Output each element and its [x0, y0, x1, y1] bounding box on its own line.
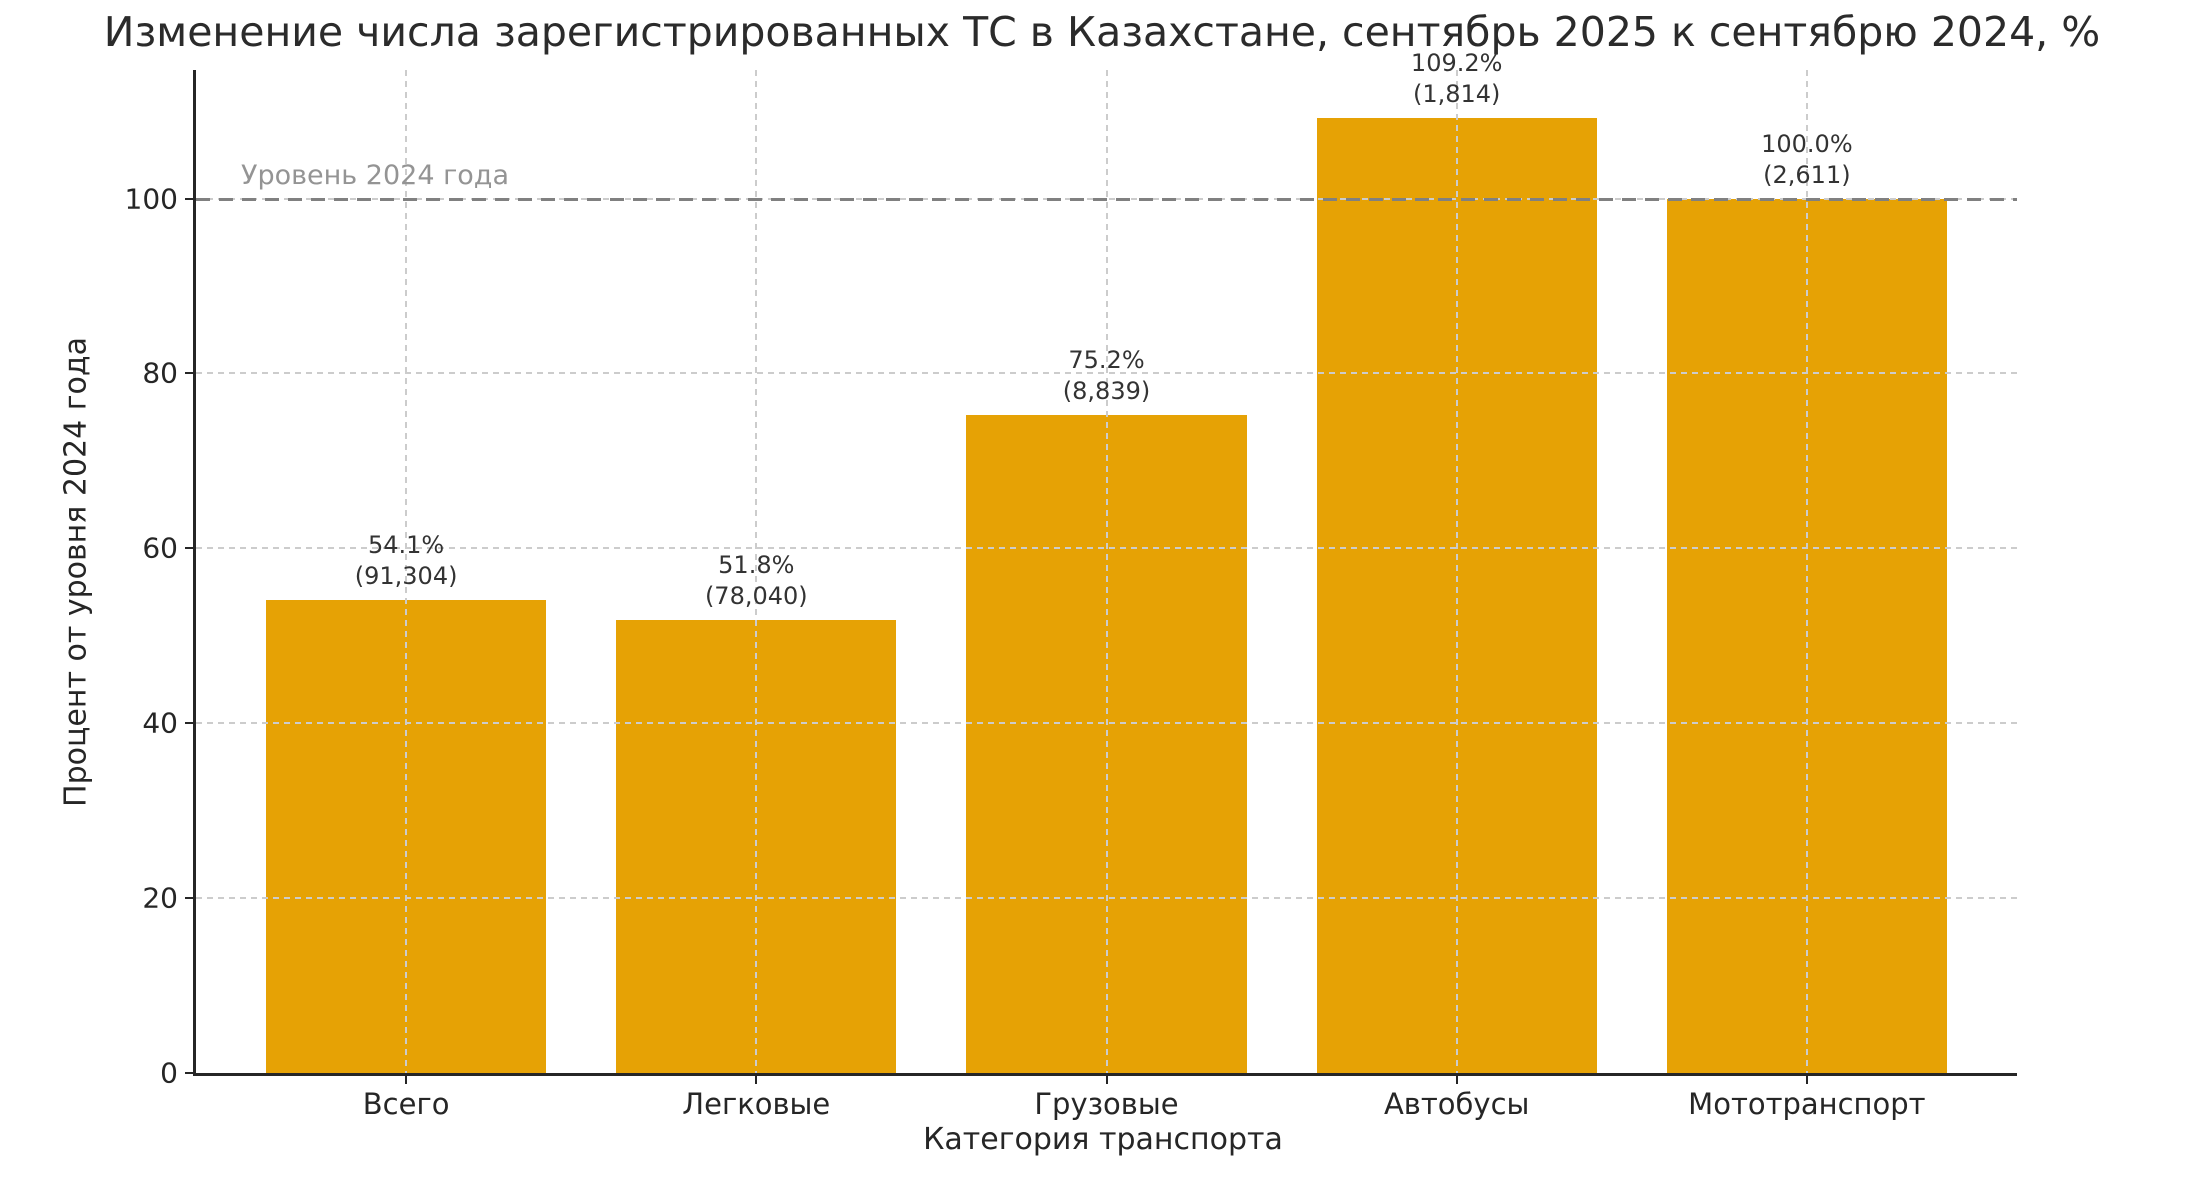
bar-value-label: 54.1% (91,304)	[355, 530, 458, 592]
x-tick-label: Автобусы	[1383, 1087, 1530, 1121]
y-tick-mark	[185, 197, 196, 200]
x-axis-label: Категория транспорта	[923, 1122, 1283, 1157]
y-tick-label: 20	[142, 881, 178, 915]
x-gridline	[1455, 70, 1458, 1073]
x-tick-mark	[755, 1073, 758, 1084]
bar-percent-text: 51.8%	[718, 551, 795, 580]
y-tick-label: 100	[124, 182, 178, 216]
reference-line-label: Уровень 2024 года	[241, 160, 509, 191]
y-axis-label: Процент от уровня 2024 года	[58, 337, 94, 807]
y-tick-label: 0	[160, 1056, 178, 1090]
x-tick-label: Грузовые	[1034, 1087, 1179, 1121]
x-tick-label: Всего	[362, 1087, 450, 1121]
bar-percent-text: 75.2%	[1068, 346, 1145, 375]
bar-count-text: (2,611)	[1763, 160, 1851, 189]
x-tick-mark	[1455, 1073, 1458, 1084]
bar-count-text: (91,304)	[354, 561, 458, 590]
bar-value-label: 109.2% (1,814)	[1411, 48, 1503, 110]
x-tick-mark	[1805, 1073, 1808, 1084]
chart-title: Изменение числа зарегистрированных ТС в …	[103, 8, 2101, 56]
x-tick-mark	[1105, 1073, 1108, 1084]
x-gridline	[405, 70, 408, 1073]
x-gridline	[1805, 70, 1808, 1073]
y-tick-label: 80	[142, 356, 178, 390]
x-tick-label: Мототранспорт	[1688, 1087, 1926, 1121]
y-tick-mark	[185, 897, 196, 900]
bar-value-label: 100.0% (2,611)	[1761, 129, 1853, 191]
bar-count-text: (78,040)	[704, 582, 808, 611]
y-tick-label: 60	[142, 531, 178, 565]
x-tick-label: Легковые	[682, 1087, 831, 1121]
bar-percent-text: 54.1%	[367, 530, 445, 559]
y-tick-mark	[185, 722, 196, 725]
bar-percent-text: 109.2%	[1410, 49, 1503, 78]
bar-value-label: 75.2% (8,839)	[1063, 345, 1150, 407]
bar-value-label: 51.8% (78,040)	[705, 550, 808, 612]
x-gridline	[755, 70, 758, 1073]
y-tick-mark	[185, 372, 196, 375]
x-gridline	[1105, 70, 1108, 1073]
plot-area: Уровень 2024 года 0 20 40 60 80 100 54.1% (91,3…	[125, 49, 2017, 1121]
reference-line-100pct	[196, 197, 2017, 201]
y-tick-mark	[185, 1072, 196, 1074]
bar-count-text: (8,839)	[1062, 377, 1151, 406]
bar-percent-text: 100.0%	[1761, 129, 1853, 158]
y-tick-label: 40	[142, 706, 178, 740]
y-tick-mark	[185, 547, 196, 550]
x-tick-mark	[405, 1073, 408, 1084]
bar-count-text: (1,814)	[1412, 80, 1501, 109]
